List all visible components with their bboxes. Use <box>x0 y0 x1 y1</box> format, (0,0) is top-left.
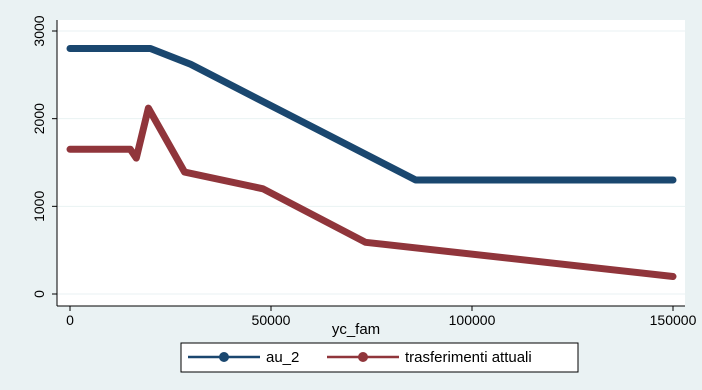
legend-key-marker <box>219 352 229 362</box>
y-tick-label: 2000 <box>31 103 47 134</box>
axes: 0 1000 2000 3000 0 50000 100000 150000 <box>31 15 697 328</box>
legend-label: trasferimenti attuali <box>405 349 532 366</box>
gridlines <box>57 30 685 295</box>
series-line-au-2 <box>66 45 677 184</box>
legend: au_2 trasferimenti attuali <box>180 342 579 373</box>
legend-label: au_2 <box>266 349 299 366</box>
series-line-trasferimenti-attuali <box>66 104 677 280</box>
x-tick-label: 50000 <box>252 312 291 328</box>
y-tick-label: 1000 <box>31 191 47 222</box>
plot-area-background <box>57 20 685 306</box>
y-tick-label: 0 <box>31 290 47 298</box>
x-tick-label: 100000 <box>449 312 496 328</box>
y-tick-label: 3000 <box>31 15 47 46</box>
x-tick-label: 150000 <box>650 312 697 328</box>
legend-key-marker <box>358 352 368 362</box>
x-tick-label: 0 <box>66 312 74 328</box>
series-lines <box>66 45 677 280</box>
x-axis-label: yc_fam <box>332 321 380 338</box>
